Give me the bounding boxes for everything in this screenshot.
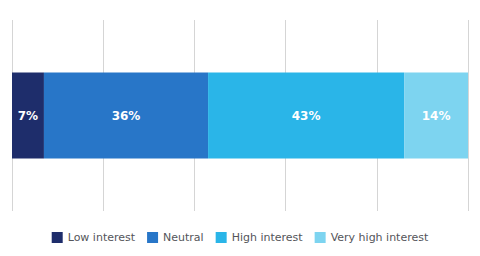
svg-text:Low interest: Low interest — [68, 231, 136, 244]
svg-text:43%: 43% — [292, 109, 321, 123]
svg-text:Neutral: Neutral — [163, 231, 204, 244]
svg-text:14%: 14% — [422, 109, 451, 123]
svg-text:Very high interest: Very high interest — [331, 231, 429, 244]
svg-text:High interest: High interest — [232, 231, 304, 244]
svg-text:7%: 7% — [18, 109, 38, 123]
svg-text:36%: 36% — [112, 109, 141, 123]
